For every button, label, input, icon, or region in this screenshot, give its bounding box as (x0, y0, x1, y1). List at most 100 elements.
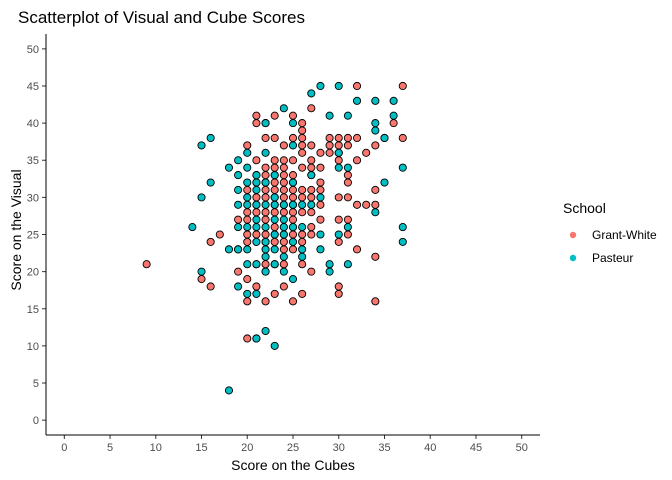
data-point (224, 386, 234, 395)
data-point (371, 126, 380, 135)
y-tick-label: 45 (27, 81, 39, 93)
data-point (288, 141, 298, 150)
data-point (243, 334, 252, 343)
data-point (252, 237, 261, 246)
data-point (288, 245, 298, 254)
data-point (298, 208, 307, 217)
data-point (325, 260, 334, 269)
data-point (252, 223, 261, 232)
data-point (252, 215, 261, 224)
data-point (234, 245, 243, 254)
data-point (307, 171, 316, 180)
data-point (334, 193, 343, 202)
data-point (362, 200, 371, 209)
data-point (307, 223, 316, 232)
data-point (362, 148, 371, 157)
data-point (206, 282, 215, 291)
legend-key-grant-white (569, 231, 577, 239)
data-point (288, 275, 298, 284)
data-point (261, 267, 270, 276)
data-point (288, 133, 298, 143)
data-point (279, 208, 288, 217)
data-point (252, 193, 261, 202)
data-point (288, 185, 298, 194)
data-point (261, 163, 270, 172)
data-point (243, 223, 252, 232)
data-point (334, 289, 343, 298)
data-point (316, 245, 325, 254)
data-point (270, 193, 279, 202)
data-point (252, 111, 261, 120)
x-tick-label: 25 (287, 442, 299, 454)
data-point (307, 200, 316, 209)
data-point (252, 156, 261, 165)
data-point (270, 185, 279, 194)
data-point (398, 81, 407, 91)
data-point (316, 163, 325, 172)
data-point (142, 260, 151, 269)
x-tick-label: 40 (424, 442, 436, 454)
data-point (389, 96, 398, 105)
data-point (252, 178, 261, 187)
data-point (243, 185, 252, 194)
data-point (234, 185, 243, 194)
data-point (316, 81, 325, 91)
data-point (279, 260, 288, 269)
x-tick-label: 35 (378, 442, 390, 454)
data-point (261, 260, 270, 269)
data-point (252, 119, 261, 128)
data-point (352, 133, 362, 143)
data-point (307, 208, 316, 217)
data-point (288, 178, 298, 187)
data-point (243, 193, 252, 202)
data-point (343, 223, 352, 232)
data-point (270, 171, 279, 180)
data-point (307, 185, 316, 194)
x-tick-label: 50 (516, 442, 528, 454)
data-point (316, 185, 325, 194)
data-point (279, 223, 288, 232)
data-point (261, 178, 270, 187)
x-tick-label: 5 (107, 442, 113, 454)
data-point (206, 237, 215, 246)
data-point (270, 260, 279, 269)
data-point (243, 208, 252, 217)
data-point (343, 178, 352, 187)
data-point (334, 133, 343, 143)
data-point (334, 148, 343, 157)
data-point (243, 163, 252, 172)
data-point (279, 171, 288, 180)
data-point (288, 156, 298, 165)
data-point (261, 245, 270, 254)
data-point (343, 215, 352, 224)
data-point (215, 230, 224, 239)
data-point (334, 81, 343, 91)
data-point (288, 111, 298, 120)
data-point (279, 245, 288, 254)
data-point (197, 141, 206, 150)
y-tick-label: 35 (27, 155, 39, 167)
x-tick-label: 10 (150, 442, 162, 454)
data-point (371, 297, 380, 306)
data-point (298, 119, 307, 128)
data-point (252, 230, 261, 239)
data-point (334, 215, 343, 224)
data-point (307, 193, 316, 202)
data-point (334, 141, 343, 150)
data-point (279, 230, 288, 239)
data-point (197, 193, 206, 202)
data-point (188, 223, 197, 232)
data-point (243, 178, 252, 187)
data-point (234, 267, 243, 276)
data-point (352, 96, 362, 105)
data-point (197, 275, 206, 284)
data-point (261, 133, 270, 143)
data-point (325, 267, 334, 276)
data-point (270, 289, 279, 298)
data-point (288, 171, 298, 180)
chart-title: Scatterplot of Visual and Cube Scores (18, 8, 305, 27)
data-point (352, 81, 362, 91)
data-point (398, 133, 407, 143)
y-axis-title: Score on the Visual (8, 169, 24, 290)
